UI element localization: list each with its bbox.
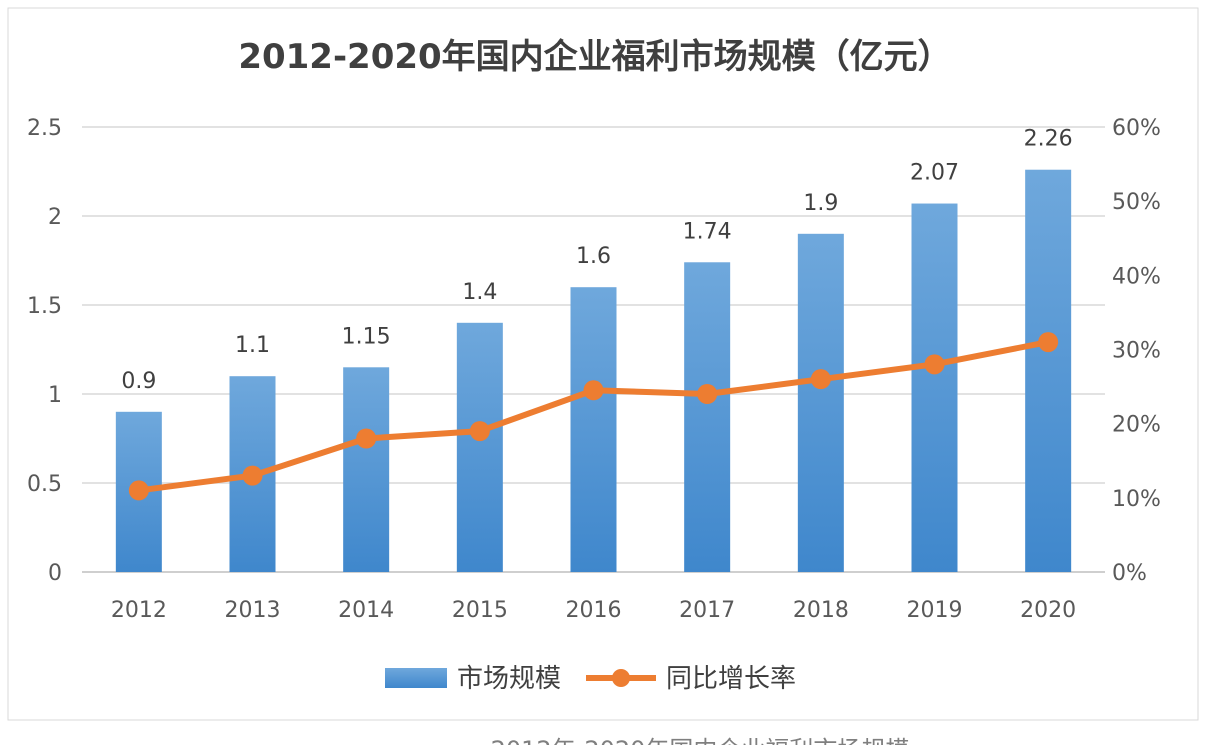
x-tick-label: 2016 xyxy=(566,598,622,623)
legend-bar-label: 市场规模 xyxy=(457,664,561,694)
x-tick-label: 2013 xyxy=(225,598,281,623)
x-tick-label: 2018 xyxy=(793,598,849,623)
left-tick-label: 2 xyxy=(48,205,62,230)
x-tick-label: 2014 xyxy=(338,598,394,623)
bar-data-label: 1.6 xyxy=(576,244,611,269)
line-series xyxy=(128,332,1059,501)
legend-line-label: 同比增长率 xyxy=(666,664,796,694)
legend: 市场规模 同比增长率 xyxy=(385,664,796,694)
left-tick-label: 1 xyxy=(48,383,62,408)
bar-data-label: 2.07 xyxy=(910,161,959,186)
bar-data-label: 1.1 xyxy=(235,333,270,358)
growth-rate-point xyxy=(810,369,831,390)
x-tick-label: 2012 xyxy=(111,598,167,623)
figure-caption: 2012年-2020年国内企业福利市场规模 xyxy=(491,736,910,745)
bar xyxy=(911,203,958,573)
growth-rate-point xyxy=(924,354,945,375)
bar-data-label: 1.4 xyxy=(462,280,497,305)
growth-rate-point xyxy=(356,428,377,449)
right-tick-label: 20% xyxy=(1112,413,1161,438)
bar-data-label: 1.9 xyxy=(803,191,838,216)
growth-rate-point xyxy=(1038,332,1059,353)
x-tick-label: 2020 xyxy=(1020,598,1076,623)
left-tick-label: 0 xyxy=(48,561,62,586)
left-tick-label: 1.5 xyxy=(27,294,62,319)
right-tick-label: 50% xyxy=(1112,190,1161,215)
bar xyxy=(797,233,844,573)
growth-rate-point xyxy=(583,380,604,401)
right-tick-label: 40% xyxy=(1112,264,1161,289)
growth-rate-point xyxy=(469,421,490,442)
bar-data-label: 0.9 xyxy=(121,369,156,394)
growth-rate-point xyxy=(128,480,149,501)
left-tick-label: 0.5 xyxy=(27,472,62,497)
x-tick-label: 2015 xyxy=(452,598,508,623)
x-tick-label: 2017 xyxy=(679,598,735,623)
right-tick-label: 60% xyxy=(1112,116,1161,141)
bar-data-labels: 0.9 1.1 1.15 1.4 1.6 1.74 1.9 2.07 2.26 xyxy=(121,127,1072,394)
x-axis-ticks: 2012 2013 2014 2015 2016 2017 2018 2019 2020 xyxy=(111,598,1076,623)
left-tick-label: 2.5 xyxy=(27,116,62,141)
bar-data-label: 1.15 xyxy=(342,324,391,349)
bar-data-label: 2.26 xyxy=(1024,127,1073,152)
right-tick-label: 10% xyxy=(1112,487,1161,512)
bar xyxy=(343,367,390,572)
right-tick-label: 0% xyxy=(1112,561,1147,586)
bar xyxy=(1025,169,1072,572)
growth-rate-point xyxy=(697,384,718,404)
bar xyxy=(456,322,503,572)
legend-line-marker xyxy=(612,669,630,687)
growth-rate-point xyxy=(242,465,263,486)
bar-data-label: 1.74 xyxy=(683,219,732,244)
bar xyxy=(570,287,617,572)
chart-title: 2012-2020年国内企业福利市场规模（亿元） xyxy=(238,37,951,77)
x-tick-label: 2019 xyxy=(907,598,963,623)
bar xyxy=(684,262,731,572)
right-axis-ticks: 0% 10% 20% 30% 40% 50% 60% xyxy=(1112,116,1161,586)
left-axis-ticks: 0 0.5 1 1.5 2 2.5 xyxy=(27,116,62,586)
right-tick-label: 30% xyxy=(1112,339,1161,364)
legend-bar-swatch xyxy=(385,668,447,688)
